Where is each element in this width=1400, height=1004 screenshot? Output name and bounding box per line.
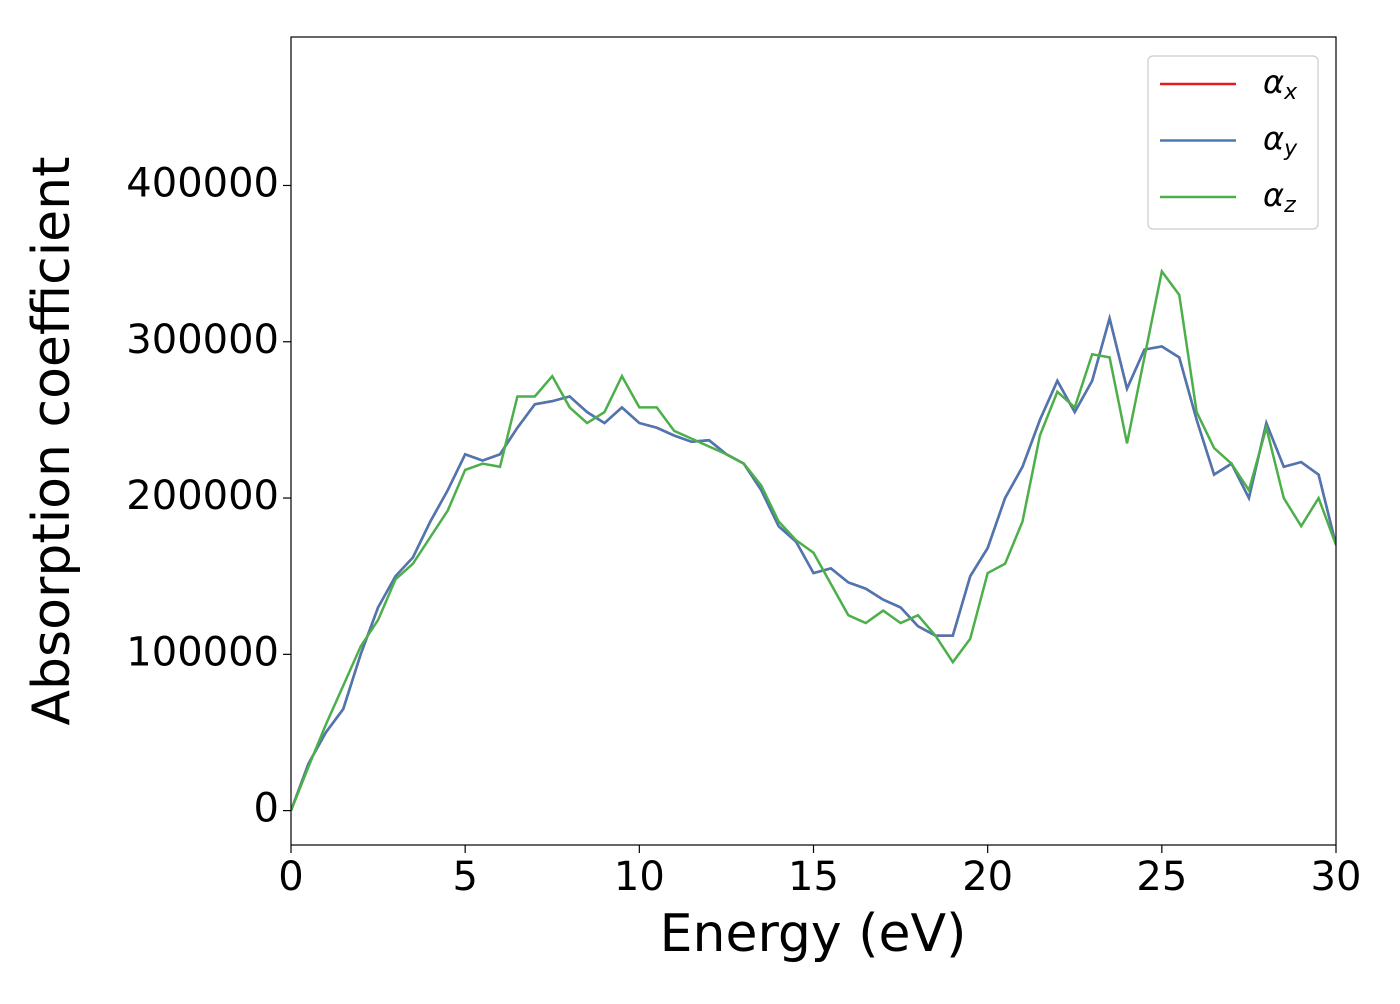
plot-frame — [290, 36, 1337, 846]
y-tick-label: 400000 — [126, 160, 279, 206]
x-tick-label: 25 — [1136, 854, 1187, 900]
y-tick-label: 0 — [254, 786, 279, 832]
x-axis-label: Energy (eV) — [660, 904, 967, 964]
series-line — [291, 313, 1336, 812]
x-tick-label: 15 — [788, 854, 839, 900]
x-tick-label: 0 — [278, 854, 303, 900]
x-tick-label: 5 — [452, 854, 477, 900]
series-line — [291, 268, 1336, 812]
y-tick-label: 100000 — [126, 629, 279, 675]
legend-label: αy — [1263, 120, 1298, 162]
x-tick-label: 30 — [1311, 854, 1362, 900]
y-tick-label: 200000 — [126, 473, 279, 519]
y-tick-label: 300000 — [126, 317, 279, 363]
x-tick-label: 20 — [962, 854, 1013, 900]
y-axis-label: Absorption coefficient — [22, 156, 82, 725]
series-line — [291, 313, 1336, 812]
legend-label: αz — [1263, 176, 1296, 218]
x-tick-label: 10 — [614, 854, 665, 900]
legend-box — [1147, 55, 1319, 230]
legend-label: αx — [1263, 63, 1298, 105]
